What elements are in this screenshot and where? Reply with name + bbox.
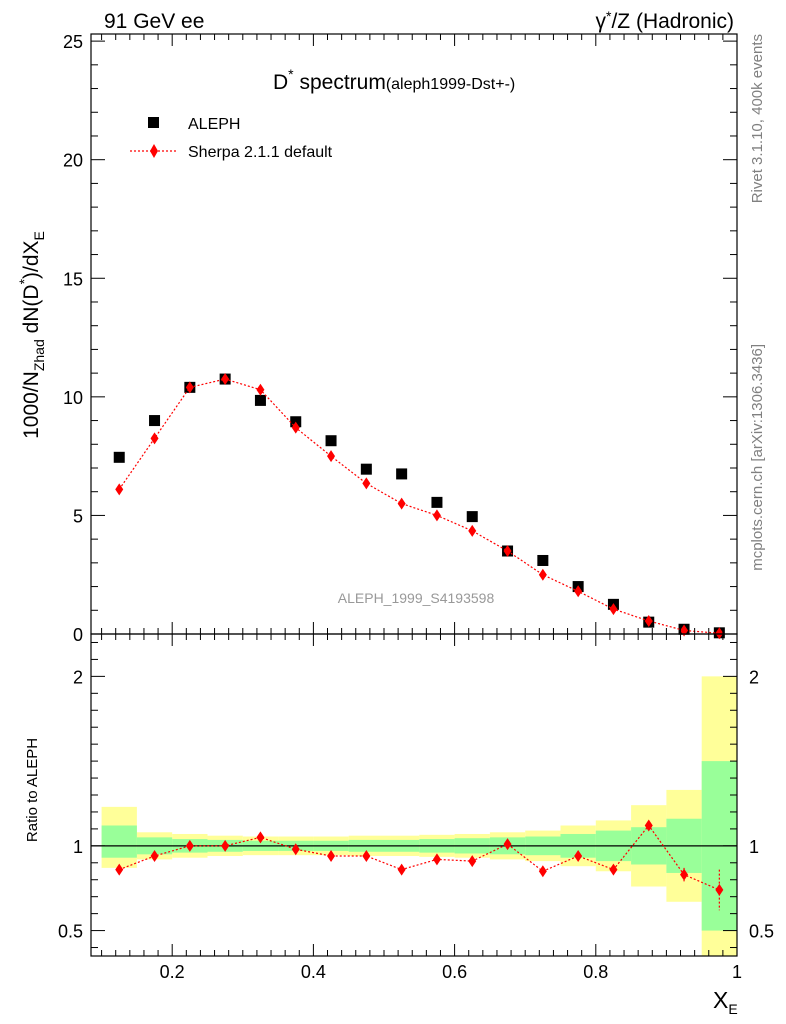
mcplots-label: mcplots.cern.ch [arXiv:1306.3436] (749, 344, 766, 571)
mc-point-sherpa (256, 383, 265, 396)
ratio-point-sherpa (538, 865, 547, 878)
mc-point-sherpa (644, 614, 653, 627)
ratio-point-sherpa (362, 850, 371, 863)
ratio-point-sherpa (327, 850, 336, 863)
x-axis-label: XE (713, 987, 738, 1017)
mc-point-sherpa (538, 568, 547, 581)
plot-title: D* spectrum(aleph1999-Dst+-) (273, 66, 515, 94)
data-point-aleph (537, 554, 549, 566)
y-tick-label-ratio-right: 0.5 (749, 922, 774, 942)
y-axis-label-main: 1000/NZhad dN(D*)/dXE (16, 231, 47, 439)
mc-point-sherpa (609, 603, 618, 616)
ratio-point-sherpa (609, 863, 618, 876)
x-tick-label: 0.4 (301, 962, 326, 982)
data-point-aleph (360, 463, 372, 475)
ratio-point-sherpa (574, 850, 583, 863)
y-tick-label-ratio: 0.5 (58, 922, 83, 942)
mc-point-sherpa (150, 432, 159, 445)
mc-point-sherpa (397, 497, 406, 510)
main-panel (113, 373, 725, 640)
header-right-sup: * (606, 8, 612, 24)
x-tick-label: 1 (732, 962, 742, 982)
ratio-point-sherpa (468, 855, 477, 868)
mc-point-sherpa (503, 544, 512, 557)
ratio-frame (90, 633, 738, 957)
ratio-point-sherpa (503, 838, 512, 851)
ratio-line-sherpa (119, 824, 720, 891)
mc-point-sherpa (715, 627, 724, 640)
legend-marker-aleph (148, 117, 159, 128)
legend-label-sherpa: Sherpa 2.1.1 default (188, 144, 333, 161)
x-tick-label: 0.8 (583, 962, 608, 982)
ratio-panel (91, 676, 737, 956)
y-tick-label-main: 20 (63, 151, 83, 171)
y-axis-label-ratio: Ratio to ALEPH (24, 738, 41, 842)
ratio-point-sherpa (115, 863, 124, 876)
analysis-watermark: ALEPH_1999_S4193598 (338, 590, 495, 606)
mc-point-sherpa (291, 421, 300, 434)
mc-point-sherpa (327, 450, 336, 463)
header-right: γ*/Z (Hadronic) (596, 8, 734, 33)
data-point-aleph (149, 415, 161, 427)
ratio-point-sherpa (150, 850, 159, 863)
legend-label-aleph: ALEPH (188, 116, 240, 133)
data-point-aleph (113, 451, 125, 463)
ratio-point-sherpa (291, 843, 300, 856)
mc-point-sherpa (432, 509, 441, 522)
title-ref: (aleph1999-Dst+-) (386, 76, 515, 93)
mc-point-sherpa (115, 483, 124, 496)
mc-point-sherpa (185, 381, 194, 394)
y-tick-label-ratio: 1 (73, 837, 83, 857)
y-tick-label-main: 15 (63, 269, 83, 289)
ratio-point-sherpa (644, 819, 653, 832)
ratio-point-sherpa (432, 853, 441, 866)
mc-point-sherpa (221, 373, 230, 386)
y-tick-label-ratio-right: 1 (749, 837, 759, 857)
ratio-point-sherpa (680, 868, 689, 881)
y-tick-label-main: 5 (73, 506, 83, 526)
y-tick-label-main: 25 (63, 32, 83, 52)
mc-point-sherpa (362, 477, 371, 490)
data-point-aleph (466, 511, 478, 523)
header-left: 91 GeV ee (104, 10, 204, 33)
ratio-point-sherpa (256, 831, 265, 844)
y-tick-label-main: 0 (73, 625, 83, 645)
x-tick-label: 0.6 (442, 962, 467, 982)
legend-marker-sherpa (150, 144, 158, 158)
rivet-label: Rivet 3.1.10, 400k events (749, 34, 766, 203)
green-band-bin (101, 825, 137, 858)
data-point-aleph (431, 496, 443, 508)
y-tick-label-main: 10 (63, 388, 83, 408)
title-sup: * (288, 66, 294, 82)
data-point-aleph (254, 394, 266, 406)
legend: ALEPH Sherpa 2.1.1 default (130, 116, 333, 161)
ratio-point-sherpa (221, 839, 230, 852)
ratio-point-sherpa (185, 839, 194, 852)
data-point-aleph (396, 468, 408, 480)
ratio-point-sherpa (397, 863, 406, 876)
y-tick-label-ratio-right: 2 (749, 667, 759, 687)
x-tick-label: 0.2 (160, 962, 185, 982)
mc-point-sherpa (574, 585, 583, 598)
mc-point-sherpa (468, 524, 477, 537)
ratio-point-sherpa (715, 883, 724, 896)
y-tick-label-ratio: 2 (73, 667, 83, 687)
data-point-aleph (325, 435, 337, 447)
